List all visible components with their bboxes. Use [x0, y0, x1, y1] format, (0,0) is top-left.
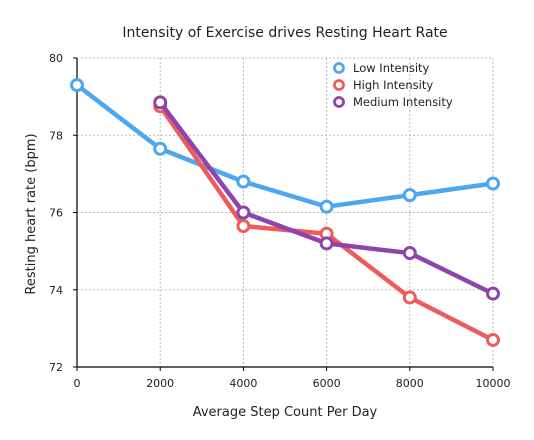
data-point-medium-intensity	[236, 205, 251, 220]
x-tick-label: 8000	[396, 377, 424, 390]
legend-item-medium-intensity: Medium Intensity	[333, 95, 453, 109]
data-point-medium-intensity	[486, 286, 500, 301]
x-tick-label: 6000	[313, 377, 341, 390]
series-line-low-intensity	[74, 82, 496, 209]
legend-item-low-intensity: Low Intensity	[333, 61, 430, 75]
y-tick-label: 80	[49, 52, 63, 65]
axes	[73, 57, 494, 371]
data-point-low-intensity	[236, 174, 251, 189]
x-axis-label: Average Step Count Per Day	[193, 405, 378, 420]
legend-label: Medium Intensity	[353, 95, 453, 109]
data-point-high-intensity	[402, 290, 417, 305]
legend: Low Intensity High Intensity Medium Intens…	[333, 61, 453, 109]
x-tick-label: 2000	[146, 377, 174, 390]
legend-label: High Intensity	[353, 78, 433, 92]
tick-labels: 0 2000 4000 6000 8000 10000 72 74 76 78 80	[49, 52, 511, 390]
data-point-medium-intensity	[319, 236, 334, 251]
legend-item-high-intensity: High Intensity	[333, 78, 433, 92]
legend-marker	[333, 96, 345, 108]
series-medium-intensity	[153, 95, 500, 301]
series-layer	[70, 78, 500, 347]
data-point-low-intensity	[70, 78, 84, 93]
chart-title: Intensity of Exercise drives Resting Hea…	[122, 25, 447, 41]
y-tick-label: 76	[49, 207, 63, 220]
y-tick-label: 78	[49, 129, 63, 142]
legend-marker	[333, 79, 345, 91]
y-tick-label: 74	[49, 284, 63, 297]
grid	[77, 57, 494, 367]
x-tick-label: 4000	[229, 377, 257, 390]
y-axis-label: Resting heart rate (bpm)	[24, 133, 39, 294]
legend-label: Low Intensity	[353, 61, 430, 75]
legend-marker	[333, 62, 345, 74]
data-point-medium-intensity	[402, 246, 417, 261]
data-point-low-intensity	[402, 188, 417, 203]
data-point-high-intensity	[236, 219, 251, 234]
data-point-low-intensity	[153, 141, 168, 156]
data-point-high-intensity	[486, 332, 500, 347]
data-point-low-intensity	[319, 199, 334, 214]
x-tick-label: 0	[74, 377, 81, 390]
data-point-low-intensity	[486, 176, 500, 191]
y-tick-label: 72	[49, 361, 63, 374]
x-tick-label: 10000	[476, 377, 511, 390]
data-point-medium-intensity	[153, 95, 168, 110]
series-low-intensity	[70, 78, 500, 214]
